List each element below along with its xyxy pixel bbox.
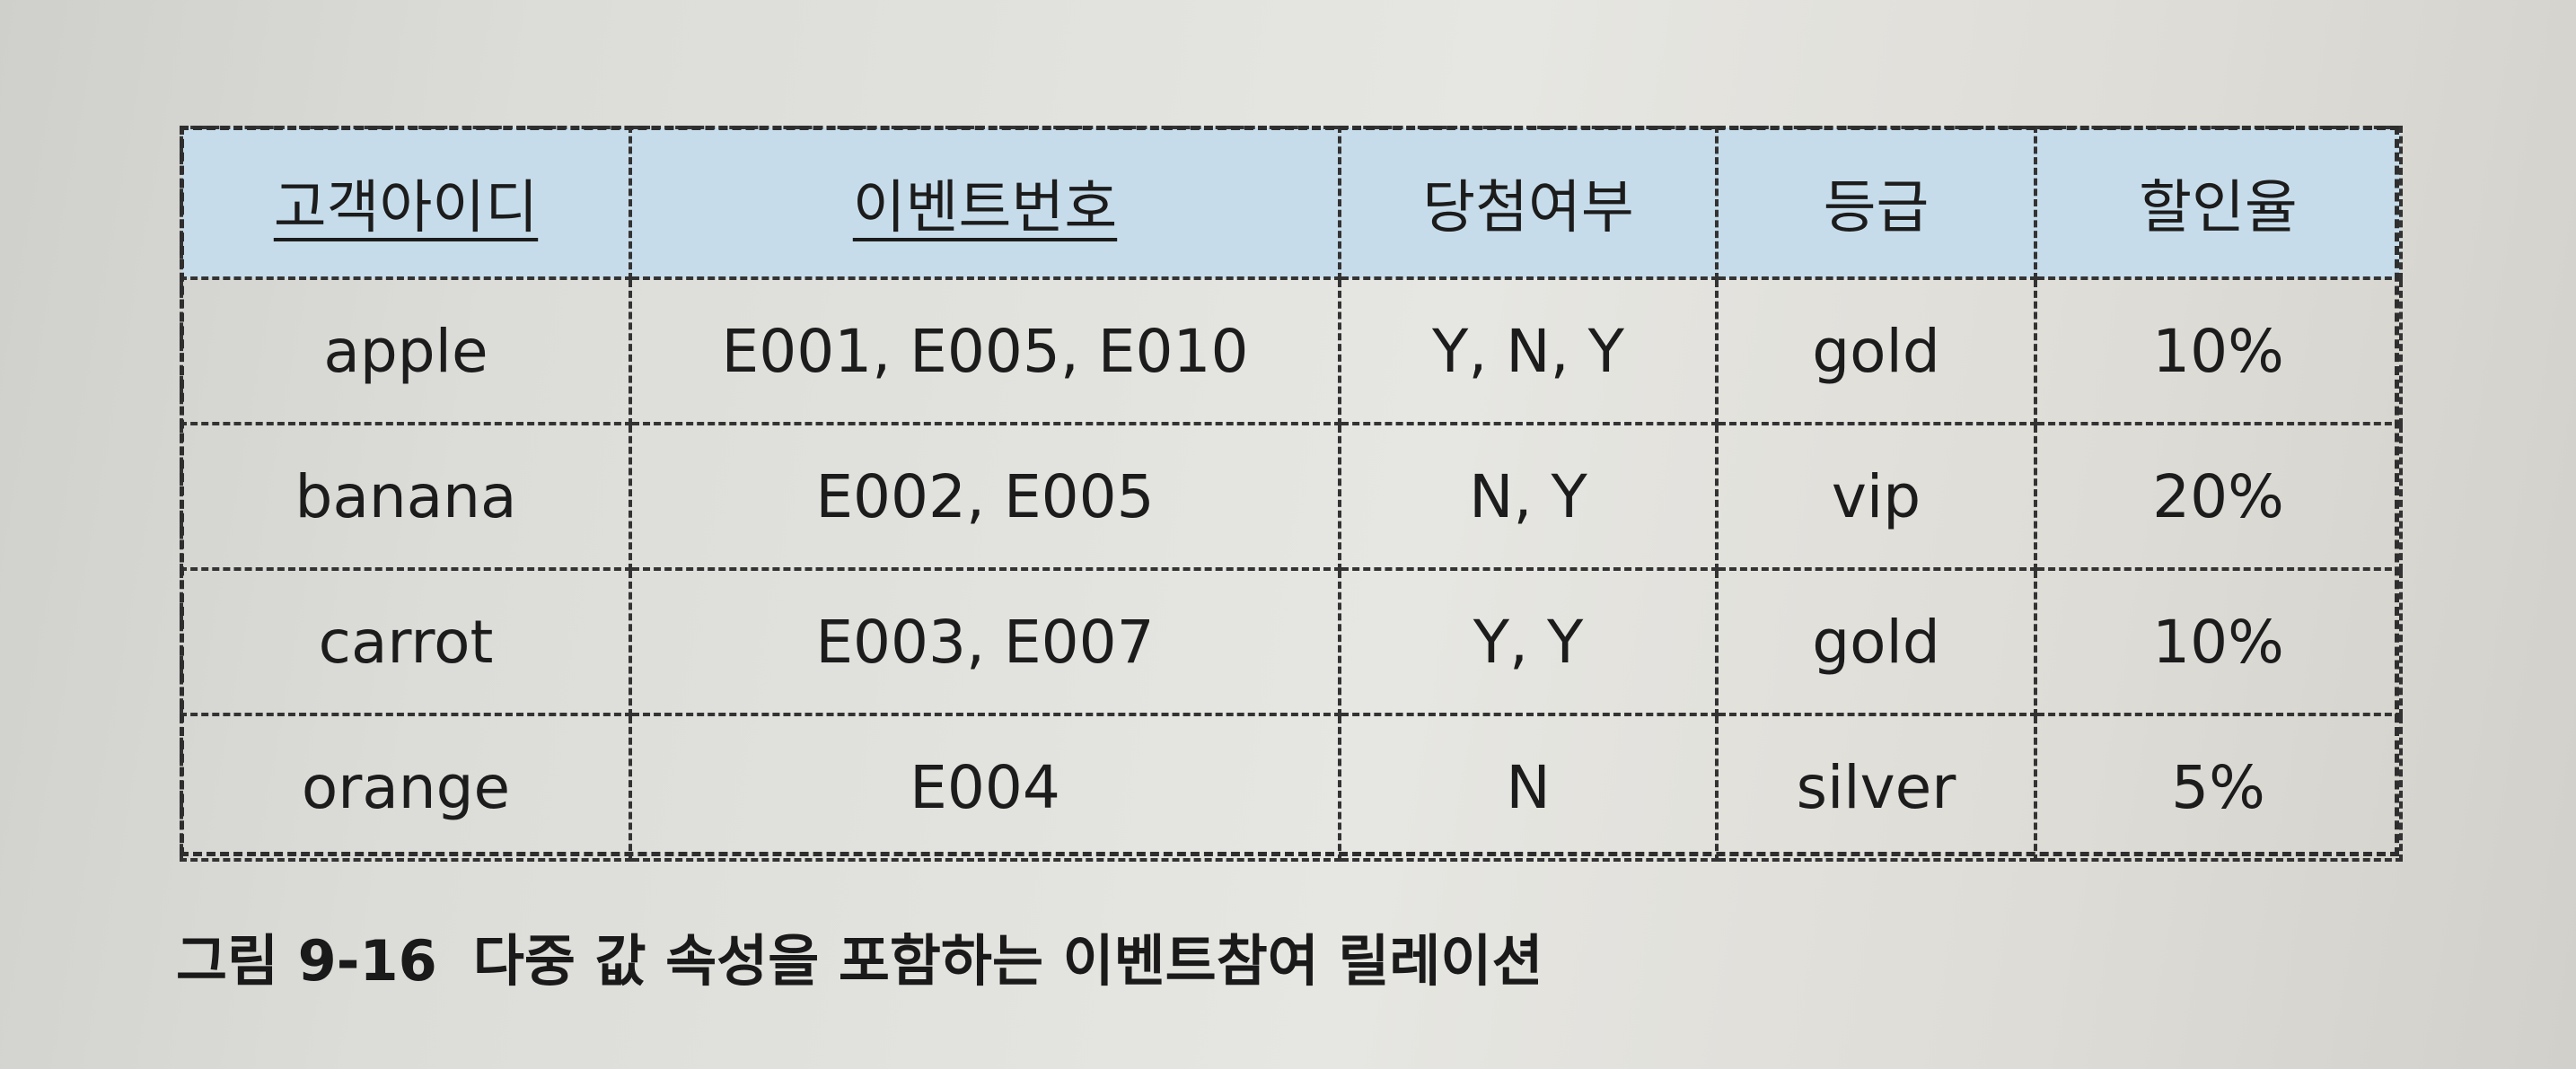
cell-customer-id: apple bbox=[180, 276, 632, 425]
cell-discount-rate: 20% bbox=[2034, 422, 2403, 571]
table-outer-border bbox=[180, 126, 2399, 856]
header-discount-rate: 할인율 bbox=[2034, 126, 2403, 280]
table-header-row: 고객아이디 이벤트번호 당첨여부 등급 할인율 bbox=[180, 126, 2403, 280]
header-win-status: 당첨여부 bbox=[1338, 126, 1719, 280]
header-grade: 등급 bbox=[1715, 126, 2037, 280]
cell-discount-rate: 10% bbox=[2034, 276, 2403, 425]
header-label: 이벤트번호 bbox=[852, 175, 1118, 241]
cell-customer-id: banana bbox=[180, 422, 632, 571]
cell-discount-rate: 5% bbox=[2034, 713, 2403, 862]
cell-event-number: E001, E005, E010 bbox=[629, 276, 1341, 425]
event-participation-relation-table: 고객아이디 이벤트번호 당첨여부 등급 할인율 apple E001, E005… bbox=[180, 126, 2403, 862]
cell-event-number: E003, E007 bbox=[629, 567, 1341, 716]
table-row: orange E004 N silver 5% bbox=[180, 713, 2403, 862]
cell-event-number: E004 bbox=[629, 713, 1341, 862]
cell-grade: silver bbox=[1715, 713, 2037, 862]
cell-customer-id: carrot bbox=[180, 567, 632, 716]
table-row: apple E001, E005, E010 Y, N, Y gold 10% bbox=[180, 276, 2403, 425]
cell-win-status: N bbox=[1338, 713, 1719, 862]
figure-number: 그림 9-16 bbox=[176, 928, 437, 994]
figure-caption-text: 다중 값 속성을 포함하는 이벤트참여 릴레이션 bbox=[472, 928, 1543, 994]
header-customer-id: 고객아이디 bbox=[180, 126, 632, 280]
table-row: banana E002, E005 N, Y vip 20% bbox=[180, 422, 2403, 571]
header-label: 고객아이디 bbox=[273, 175, 539, 241]
cell-grade: gold bbox=[1715, 567, 2037, 716]
cell-grade: gold bbox=[1715, 276, 2037, 425]
cell-customer-id: orange bbox=[180, 713, 632, 862]
cell-win-status: N, Y bbox=[1338, 422, 1719, 571]
cell-event-number: E002, E005 bbox=[629, 422, 1341, 571]
figure-caption: 그림 9-16 다중 값 속성을 포함하는 이벤트참여 릴레이션 bbox=[176, 916, 1543, 996]
cell-win-status: Y, N, Y bbox=[1338, 276, 1719, 425]
table-row: carrot E003, E007 Y, Y gold 10% bbox=[180, 567, 2403, 716]
cell-grade: vip bbox=[1715, 422, 2037, 571]
cell-win-status: Y, Y bbox=[1338, 567, 1719, 716]
cell-discount-rate: 10% bbox=[2034, 567, 2403, 716]
